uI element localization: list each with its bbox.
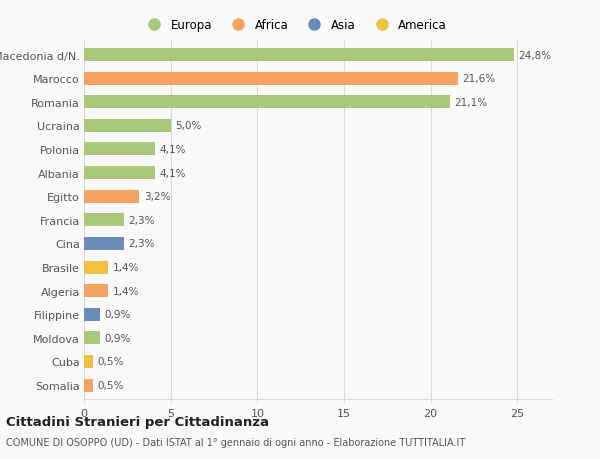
Text: 4,1%: 4,1% — [160, 145, 186, 155]
Text: 4,1%: 4,1% — [160, 168, 186, 178]
Bar — [84, 167, 155, 179]
Bar — [84, 355, 92, 368]
Text: 0,5%: 0,5% — [97, 380, 124, 390]
Text: 3,2%: 3,2% — [144, 192, 170, 202]
Legend: Europa, Africa, Asia, America: Europa, Africa, Asia, America — [142, 19, 447, 32]
Text: 2,3%: 2,3% — [128, 239, 155, 249]
Text: 0,9%: 0,9% — [104, 309, 130, 319]
Bar — [84, 237, 124, 250]
Text: 21,1%: 21,1% — [454, 98, 487, 107]
Bar — [84, 96, 450, 109]
Bar — [84, 261, 108, 274]
Bar — [84, 308, 100, 321]
Bar — [84, 214, 124, 227]
Bar — [84, 331, 100, 345]
Bar — [84, 379, 92, 392]
Text: 1,4%: 1,4% — [113, 286, 139, 296]
Text: 0,5%: 0,5% — [97, 357, 124, 367]
Text: 2,3%: 2,3% — [128, 215, 155, 225]
Text: 24,8%: 24,8% — [518, 50, 551, 61]
Bar — [84, 49, 514, 62]
Bar — [84, 285, 108, 297]
Text: Cittadini Stranieri per Cittadinanza: Cittadini Stranieri per Cittadinanza — [6, 415, 269, 428]
Text: COMUNE DI OSOPPO (UD) - Dati ISTAT al 1° gennaio di ogni anno - Elaborazione TUT: COMUNE DI OSOPPO (UD) - Dati ISTAT al 1°… — [6, 437, 465, 447]
Text: 0,9%: 0,9% — [104, 333, 130, 343]
Bar — [84, 120, 170, 133]
Bar — [84, 143, 155, 156]
Text: 21,6%: 21,6% — [463, 74, 496, 84]
Text: 5,0%: 5,0% — [175, 121, 202, 131]
Bar — [84, 190, 139, 203]
Text: 1,4%: 1,4% — [113, 263, 139, 273]
Bar — [84, 73, 458, 85]
